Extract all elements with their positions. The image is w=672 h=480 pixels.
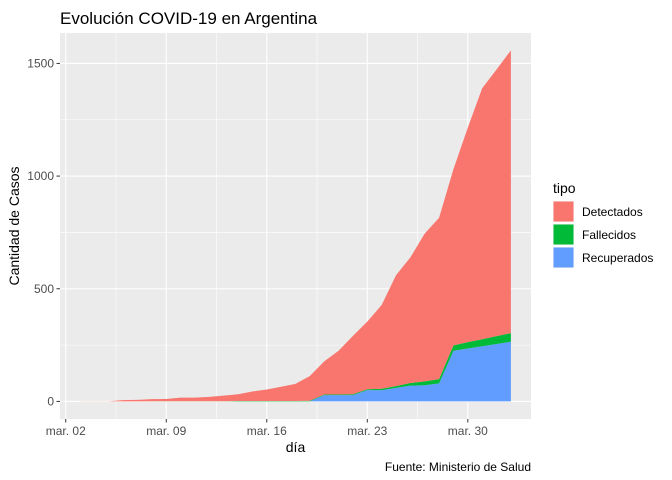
y-tick-label: 500	[34, 282, 54, 296]
area-detectados	[80, 50, 511, 402]
caption: Fuente: Ministerio de Salud	[385, 460, 531, 474]
x-tick-label: mar. 09	[146, 424, 186, 438]
x-tick-label: mar. 30	[448, 424, 488, 438]
y-tick-label: 0	[47, 394, 54, 408]
chart-title: Evolución COVID-19 en Argentina	[60, 9, 318, 28]
x-tick-label: mar. 02	[46, 424, 86, 438]
legend-swatch-recuperados	[553, 247, 574, 268]
x-tick-label: mar. 23	[347, 424, 387, 438]
stacked-areas	[80, 50, 511, 402]
y-axis-title: Cantidad de Casos	[6, 166, 22, 285]
y-axis: 0 500 1000 1500	[27, 56, 60, 408]
legend-label-detectados: Detectados	[582, 205, 643, 219]
legend-label-recuperados: Recuperados	[582, 251, 653, 265]
x-axis-title: día	[286, 439, 306, 455]
x-tick-label: mar. 16	[247, 424, 287, 438]
legend: tipo Detectados Fallecidos Recuperados	[553, 180, 653, 268]
legend-swatch-detectados	[553, 201, 574, 222]
y-tick-label: 1500	[27, 56, 54, 70]
y-tick-label: 1000	[27, 169, 54, 183]
legend-title: tipo	[553, 180, 576, 196]
legend-swatch-fallecidos	[553, 224, 574, 245]
x-axis: mar. 02 mar. 09 mar. 16 mar. 23 mar. 30	[46, 419, 488, 438]
legend-label-fallecidos: Fallecidos	[582, 228, 636, 242]
area-recuperados	[80, 341, 511, 402]
